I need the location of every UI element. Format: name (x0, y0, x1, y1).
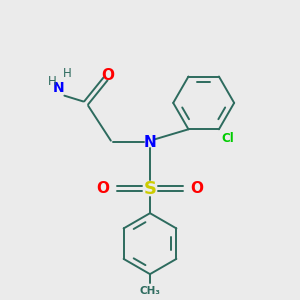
Text: H: H (63, 67, 72, 80)
Text: N: N (53, 81, 64, 95)
Text: CH₃: CH₃ (140, 286, 160, 296)
Text: N: N (144, 135, 156, 150)
Text: S: S (143, 179, 157, 197)
Text: H: H (48, 75, 57, 88)
Text: O: O (190, 181, 204, 196)
Text: Cl: Cl (221, 132, 234, 145)
Text: O: O (101, 68, 114, 83)
Text: O: O (96, 181, 110, 196)
